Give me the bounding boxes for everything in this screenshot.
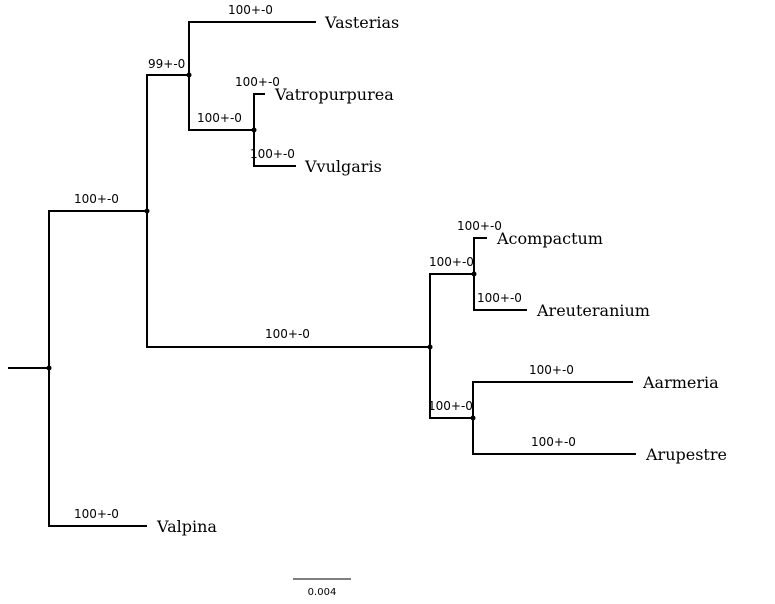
taxon-areuteranium: Areuteranium	[536, 301, 650, 320]
support-aarmeria: 100+-0	[529, 363, 574, 377]
support-vasterias: 100+-0	[228, 3, 273, 17]
scale-bar-label: 0.004	[308, 587, 337, 598]
taxon-vvulgaris: Vvulgaris	[304, 157, 382, 176]
node-acomp-areut	[471, 271, 477, 277]
support-v-clade: 99+-0	[148, 57, 185, 71]
support-vvulgaris: 100+-0	[250, 147, 295, 161]
support-valpina: 100+-0	[74, 507, 119, 521]
taxon-arupestre: Arupestre	[645, 445, 727, 464]
support-arupestre: 100+-0	[531, 435, 576, 449]
node-big-clade	[144, 208, 150, 214]
taxon-vasterias: Vasterias	[324, 13, 399, 32]
node-v-clade	[186, 72, 192, 78]
node-a-clade	[427, 344, 433, 350]
support-areuteranium: 100+-0	[477, 291, 522, 305]
node-vatro-vvulg	[251, 127, 257, 133]
support-acomp-areut: 100+-0	[429, 255, 474, 269]
taxon-acompactum: Acompactum	[496, 229, 603, 248]
support-aarm-arup: 100+-0	[428, 399, 473, 413]
taxon-aarmeria: Aarmeria	[642, 373, 719, 392]
support-big-clade: 100+-0	[74, 192, 119, 206]
node-aarm-arup	[470, 415, 476, 421]
node-root	[46, 365, 52, 371]
support-vatro-vvulg: 100+-0	[197, 111, 242, 125]
taxon-vatropurpurea: Vatropurpurea	[274, 85, 394, 104]
taxon-valpina: Valpina	[156, 517, 217, 536]
support-vatropurpurea: 100+-0	[235, 75, 280, 89]
support-acompactum: 100+-0	[457, 219, 502, 233]
support-a-clade: 100+-0	[265, 327, 310, 341]
